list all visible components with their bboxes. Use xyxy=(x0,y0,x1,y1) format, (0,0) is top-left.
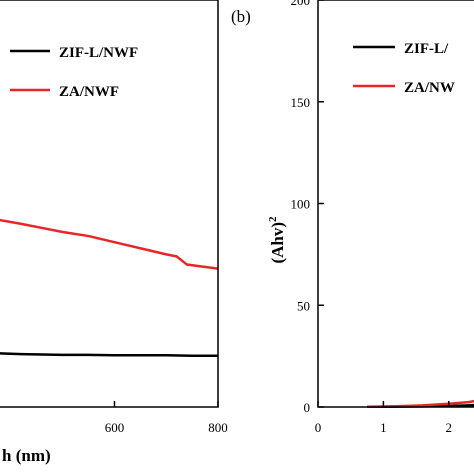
panel-b-y-tick-label: 0 xyxy=(304,400,311,415)
panel-b-legend: ZIF-L/ ZA/NW xyxy=(353,41,455,96)
panel-a-plot-frame xyxy=(0,0,219,408)
panel-b-y-axis-title-superscript: 2 xyxy=(267,216,279,222)
panel-a-legend: ZIF-L/NWF ZA/NWF xyxy=(10,45,138,100)
panel-b-y-tick-label: 100 xyxy=(291,197,311,212)
legend-label-zif-l-nwf: ZIF-L/NWF xyxy=(59,45,138,61)
legend-label-za-nw: ZA/NW xyxy=(404,80,455,96)
panel-b-y-tick-label: 150 xyxy=(291,95,311,110)
panel-b-y-tick-label: 50 xyxy=(297,298,310,313)
panel-b-x-tick-label: 2 xyxy=(446,420,453,435)
panel-a-series xyxy=(0,218,219,357)
panel-b-y-axis-title: (Ahv)2 xyxy=(267,216,287,264)
panel-a-x-tick-label: 800 xyxy=(208,420,228,435)
panel-b-x-tick-label: 0 xyxy=(315,420,322,435)
panel-b-x-tick-label: 1 xyxy=(380,420,387,435)
panel-b-ticks: 0 1 2 0 50 100 150 200 xyxy=(291,0,453,435)
panel-b-y-axis-title-base: (Ahv) xyxy=(268,222,287,264)
panel-a-x-tick-label: 600 xyxy=(105,420,125,435)
panel-b-plot-frame xyxy=(317,0,474,408)
panel-a-x-ticks: 600 800 xyxy=(105,401,228,435)
legend-label-zif-l: ZIF-L/ xyxy=(404,41,449,57)
panel-a-chart: 600 800 ZIF-L/NWF ZA/NWF h (nm) xyxy=(0,0,228,465)
panel-b-y-tick-label: 200 xyxy=(291,0,311,8)
panel-b-label: (b) xyxy=(231,7,251,26)
panel-a-series-line-2 xyxy=(0,218,219,270)
panel-a-series-line-1 xyxy=(0,352,218,357)
panel-a-x-axis-title: h (nm) xyxy=(2,446,51,465)
legend-label-za-nwf: ZA/NWF xyxy=(59,84,119,100)
